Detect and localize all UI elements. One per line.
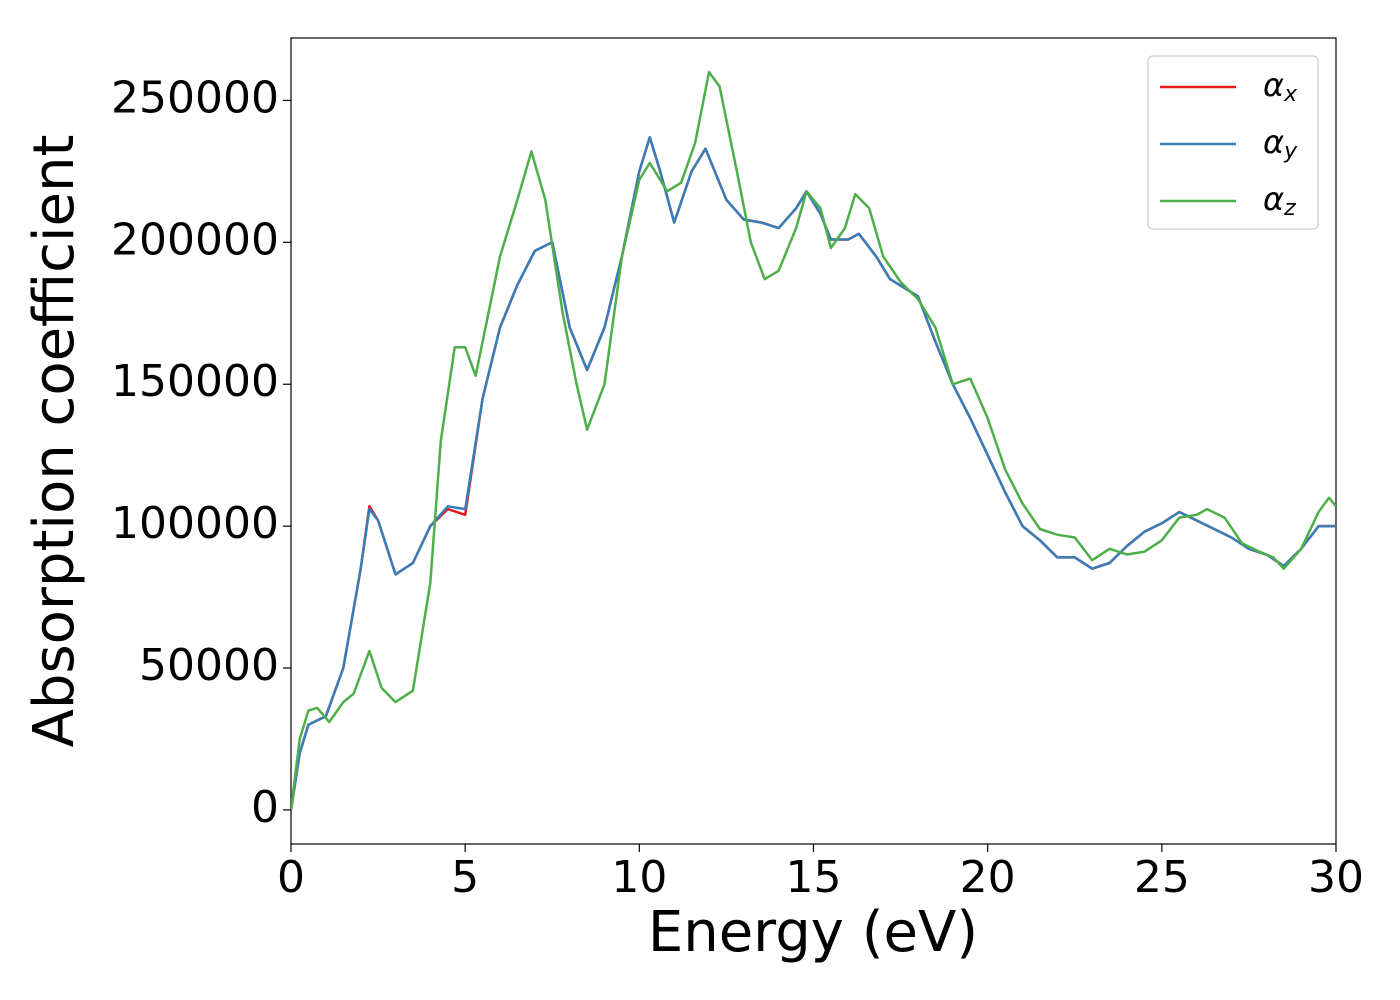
y-tick-label: 200000 xyxy=(111,214,279,265)
y-tick-label: 50000 xyxy=(139,640,279,691)
y-tick-label: 250000 xyxy=(111,72,279,123)
legend-label: αz xyxy=(1263,180,1296,221)
x-tick-label: 15 xyxy=(786,852,842,903)
y-axis-label: Absorption coefficient xyxy=(22,135,87,748)
series-line xyxy=(291,70,1336,811)
x-tick-label: 20 xyxy=(960,852,1016,903)
x-tick-label: 5 xyxy=(451,852,479,903)
series-line xyxy=(291,136,1336,811)
legend-box xyxy=(1147,55,1319,230)
y-tick-label: 0 xyxy=(251,782,279,833)
x-tick-label: 30 xyxy=(1308,852,1364,903)
series-line xyxy=(291,136,1336,811)
y-tick-label: 150000 xyxy=(111,356,279,407)
legend-label: αx xyxy=(1263,66,1298,107)
y-tick-label: 100000 xyxy=(111,498,279,549)
x-axis-label: Energy (eV) xyxy=(648,900,978,965)
legend-label: αy xyxy=(1263,123,1298,164)
x-tick-label: 25 xyxy=(1134,852,1190,903)
x-tick-label: 0 xyxy=(277,852,305,903)
x-tick-label: 10 xyxy=(611,852,667,903)
